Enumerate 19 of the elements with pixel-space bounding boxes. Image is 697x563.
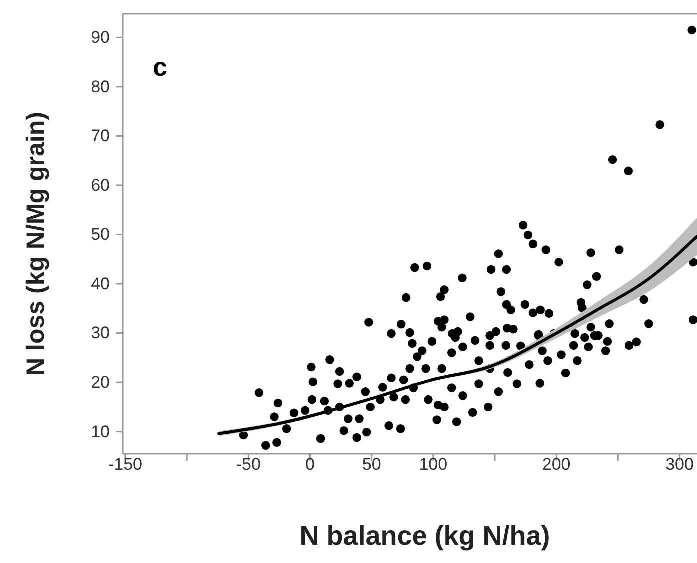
x-tick-label: 200 [542,455,571,474]
x-tick-label: -50 [236,455,261,474]
x-axis-title: N balance (kg N/ha) [300,521,550,551]
y-tick-label: 70 [91,126,110,146]
y-tick-label: 20 [91,372,110,392]
x-tick-label: 100 [419,455,448,474]
y-tick-label: 10 [91,422,110,442]
x-tick-label: 50 [362,455,382,474]
x-tick-label: 0 [305,455,315,474]
y-tick-label: 60 [91,176,110,195]
annotation: c [153,52,168,82]
y-tick-label: 40 [91,274,110,294]
y-tick-label: 30 [91,324,110,343]
y-tick-label: 50 [91,225,110,244]
y-axis-title: N loss (kg N/Mg grain) [22,112,50,376]
x-tick-label: -150 [108,455,142,474]
x-tick-label: 300 [666,455,694,474]
y-tick-label: 90 [91,28,110,48]
y-tick-label: 80 [91,77,110,96]
